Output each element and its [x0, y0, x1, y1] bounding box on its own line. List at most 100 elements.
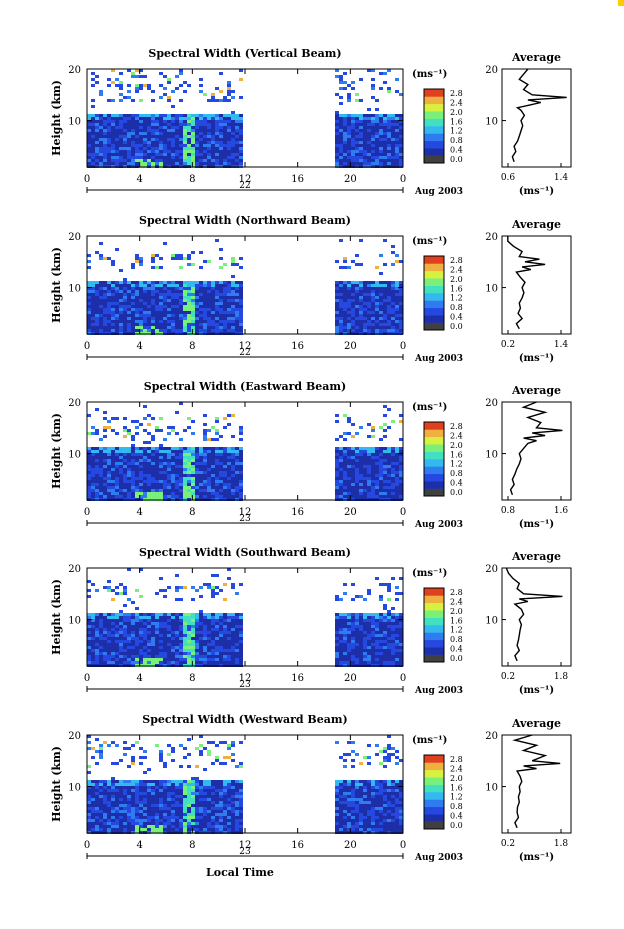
heatmap-cell	[207, 126, 211, 129]
heatmap-cell	[355, 661, 359, 664]
heatmap-cell	[207, 586, 211, 589]
heatmap-cell	[391, 114, 395, 117]
heatmap-cell	[231, 616, 235, 619]
heatmap-cell	[151, 417, 155, 420]
heatmap-cell	[167, 308, 171, 311]
heatmap-cell	[111, 141, 115, 144]
heatmap-cell	[135, 317, 139, 320]
heatmap-cell	[95, 287, 99, 290]
heatmap-cell	[163, 661, 167, 664]
heatmap-cell	[371, 655, 375, 658]
heatmap-cell	[343, 123, 347, 126]
heatmap-cell	[399, 135, 403, 138]
colorbar-segment	[424, 639, 444, 648]
heatmap-cell	[139, 613, 143, 616]
heatmap-cell	[167, 302, 171, 305]
heatmap-cell	[395, 474, 399, 477]
avg-x-label: (ms⁻¹)	[519, 353, 554, 364]
heatmap-cell	[151, 129, 155, 132]
heatmap-cell	[371, 96, 375, 99]
heatmap-cell	[115, 616, 119, 619]
heatmap-cell	[391, 299, 395, 302]
heatmap-cell	[231, 465, 235, 468]
heatmap-cell	[203, 486, 207, 489]
heatmap-cell	[95, 495, 99, 498]
heatmap-cell	[219, 305, 223, 308]
heatmap-cell	[203, 162, 207, 165]
heatmap-cell	[143, 646, 147, 649]
heatmap-cell	[175, 320, 179, 323]
heatmap-cell	[227, 616, 231, 619]
heatmap-cell	[123, 287, 127, 290]
heatmap-cell	[383, 317, 387, 320]
colorbar-tick-label: 1.2	[450, 626, 463, 635]
heatmap-cell	[135, 257, 139, 260]
heatmap-cell	[379, 132, 383, 135]
heatmap-cell	[123, 655, 127, 658]
heatmap-cell	[367, 628, 371, 631]
heatmap-cell	[343, 317, 347, 320]
heatmap-cell	[359, 239, 363, 242]
heatmap-cell	[335, 93, 339, 96]
heatmap-cell	[131, 147, 135, 150]
heatmap-cell	[199, 610, 203, 613]
heatmap-cell	[131, 117, 135, 120]
heatmap-cell	[139, 156, 143, 159]
heatmap-cell	[111, 281, 115, 284]
heatmap-cell	[343, 450, 347, 453]
heatmap-cell	[187, 141, 191, 144]
heatmap-cell	[187, 311, 191, 314]
heatmap-cell	[95, 465, 99, 468]
heatmap-cell	[139, 317, 143, 320]
heatmap-cell	[383, 616, 387, 619]
heatmap-cell	[87, 595, 91, 598]
heatmap-cell	[383, 583, 387, 586]
heatmap-cell	[375, 153, 379, 156]
colorbar-segment	[424, 451, 444, 460]
heatmap-cell	[155, 622, 159, 625]
heatmap-cell	[119, 150, 123, 153]
avg-x-tick-label: 1.6	[554, 506, 569, 516]
heatmap-cell	[375, 643, 379, 646]
heatmap-cell	[147, 655, 151, 658]
heatmap-cell	[163, 625, 167, 628]
heatmap-cell	[351, 314, 355, 317]
heatmap-cell	[107, 480, 111, 483]
heatmap-cell	[387, 305, 391, 308]
heatmap-cell	[235, 477, 239, 480]
heatmap-cell	[115, 162, 119, 165]
heatmap-cell	[207, 471, 211, 474]
heatmap-cell	[223, 141, 227, 144]
heatmap-cell	[115, 489, 119, 492]
heatmap-cell	[215, 783, 219, 786]
heatmap-cell	[335, 138, 339, 141]
colorbar-tick-label: 0.0	[450, 155, 463, 164]
heatmap-cell	[371, 132, 375, 135]
heatmap-cell	[135, 480, 139, 483]
heatmap-cell	[127, 432, 131, 435]
heatmap-cell	[163, 317, 167, 320]
heatmap-cell	[107, 655, 111, 658]
heatmap-cell	[183, 465, 187, 468]
heatmap-cell	[235, 628, 239, 631]
heatmap-cell	[347, 117, 351, 120]
heatmap-cell	[207, 438, 211, 441]
heatmap-cell	[115, 123, 119, 126]
heatmap-cell	[155, 120, 159, 123]
heatmap-cell	[143, 162, 147, 165]
heatmap-cell	[111, 263, 115, 266]
heatmap-cell	[191, 486, 195, 489]
heatmap-cell	[339, 631, 343, 634]
heatmap-cell	[335, 260, 339, 263]
heatmap-cell	[219, 248, 223, 251]
heatmap-cell	[219, 637, 223, 640]
heatmap-cell	[387, 90, 391, 93]
heatmap-cell	[167, 625, 171, 628]
heatmap-cell	[223, 652, 227, 655]
colorbar-tick-label: 2.4	[450, 98, 463, 107]
heatmap-cell	[167, 129, 171, 132]
heatmap-cell	[111, 447, 115, 450]
heatmap-cell	[91, 786, 95, 789]
heatmap-cell	[215, 631, 219, 634]
heatmap-cell	[147, 153, 151, 156]
